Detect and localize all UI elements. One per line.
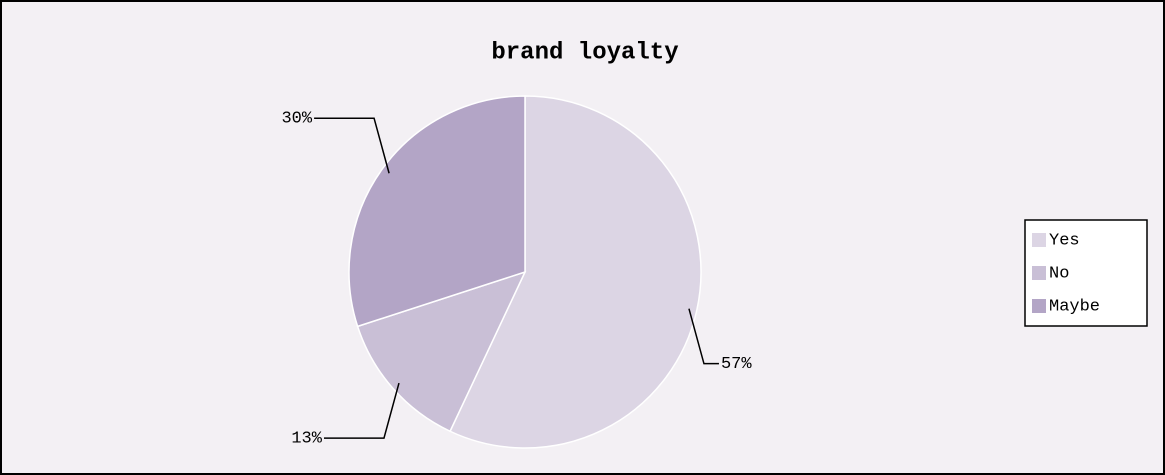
leader-line [314, 117, 390, 174]
legend-label: No [1049, 264, 1069, 283]
legend-swatch [1032, 266, 1046, 280]
legend-label: Maybe [1049, 297, 1100, 316]
chart-title: brand loyalty [491, 39, 678, 66]
pie-slice [356, 270, 527, 433]
pie-slice [348, 95, 526, 328]
pie-slice [449, 95, 702, 449]
legend-label: Yes [1049, 231, 1080, 250]
leader-line [323, 382, 400, 439]
data-label: 13% [291, 430, 322, 449]
legend-swatch [1032, 233, 1046, 247]
leader-line [688, 308, 719, 365]
data-label: 57% [721, 355, 752, 374]
data-label: 30% [281, 110, 312, 129]
legend-swatch [1032, 299, 1046, 313]
